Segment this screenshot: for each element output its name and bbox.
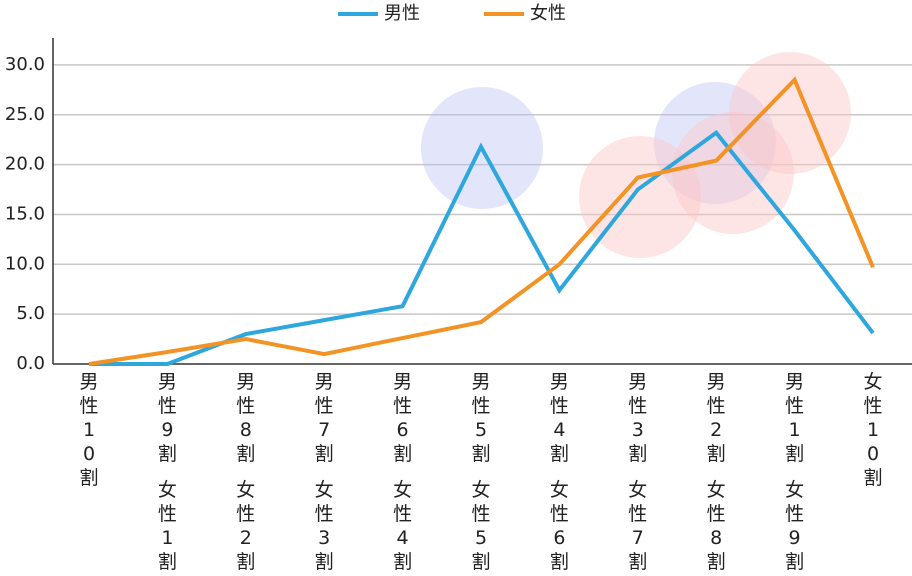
- x-tick-label: 女性7割: [628, 479, 648, 573]
- x-tick-label: 男性2割: [706, 371, 726, 465]
- x-tick-label: 女性2割: [236, 479, 256, 573]
- x-tick-label: 男性3割: [628, 371, 648, 465]
- x-tick-label: 女性4割: [393, 479, 413, 573]
- y-tick-label: 15.0: [5, 203, 45, 224]
- x-tick-label: 男性1割: [785, 371, 805, 465]
- legend-label: 男性: [384, 3, 420, 24]
- legend-label: 女性: [530, 3, 566, 24]
- y-tick-label: 0.0: [16, 353, 45, 374]
- x-tick-label: 女性9割: [785, 479, 805, 573]
- y-tick-label: 20.0: [5, 154, 45, 175]
- x-tick-label: 男性5割: [471, 371, 491, 465]
- y-tick-label: 10.0: [5, 253, 45, 274]
- line: [88, 76, 875, 366]
- x-tick-label: 男性7割: [314, 371, 334, 465]
- x-tick-label: 男性4割: [549, 371, 569, 465]
- x-tick-label: 男性9割: [157, 371, 177, 465]
- x-tick-label: 女性8割: [706, 479, 726, 573]
- x-tick-label: 女性1割: [157, 479, 177, 573]
- x-tick-label: 女性3割: [314, 479, 334, 573]
- highlight: [729, 52, 851, 174]
- x-tick-label: 男性8割: [236, 371, 256, 465]
- x-tick-label: 男性10割: [79, 371, 99, 489]
- highlight: [654, 82, 776, 204]
- y-tick-label: 25.0: [5, 104, 45, 125]
- x-tick-label: 女性10割: [863, 371, 883, 489]
- y-tick-label: 5.0: [16, 303, 45, 324]
- x-tick-label: 女性6割: [549, 479, 569, 573]
- x-tick-label: 男性6割: [393, 371, 413, 465]
- y-tick-label: 30.0: [5, 54, 45, 75]
- grid: [53, 64, 912, 315]
- x-tick-label: 女性5割: [471, 479, 491, 573]
